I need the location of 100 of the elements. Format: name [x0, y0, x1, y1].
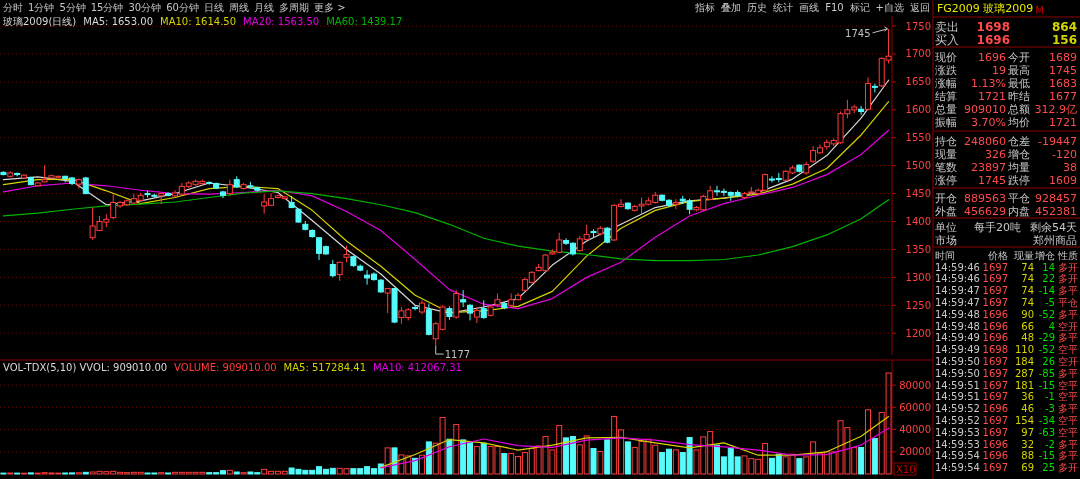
text: 14:59:47 [935, 285, 980, 297]
text: 14:59:52 [935, 414, 980, 426]
text: 1697 [982, 355, 1008, 367]
text: -52 [1038, 308, 1055, 320]
text: 1697 [982, 367, 1008, 379]
text: 多平 [1058, 285, 1078, 297]
text: -85 [1038, 367, 1055, 379]
text: -5 [1045, 296, 1055, 308]
text: 空平 [1058, 391, 1078, 403]
text: 时间 [935, 250, 955, 261]
text: 1609 [1049, 174, 1077, 187]
text: -15 [1038, 379, 1055, 391]
text: 60分钟 [166, 2, 199, 13]
text: 1697 [982, 391, 1008, 403]
candlestick [384, 287, 391, 314]
text: 1697 [982, 296, 1008, 308]
text: 1698 [976, 20, 1010, 34]
text: -34 [1038, 414, 1055, 426]
line-series [380, 415, 890, 468]
bar [604, 439, 611, 475]
text: 25 [1042, 462, 1055, 474]
bar [446, 438, 453, 475]
text: 90 [1021, 308, 1034, 320]
text: 14:59:49 [935, 344, 980, 356]
text: 空平 [1058, 414, 1078, 426]
text: 多平 [1058, 367, 1078, 379]
text: 14:59:49 [935, 332, 980, 344]
y-tick-label: 1200 [905, 327, 931, 339]
text: 现量 [935, 148, 957, 161]
text: 1696 [982, 450, 1008, 462]
text: 增仓 [1034, 250, 1055, 261]
text: 多周期 [278, 2, 309, 13]
chart-title: VOL-TDX(5,10) VVOL: 909010.00 [3, 362, 168, 373]
text: 864 [1051, 20, 1077, 34]
text: 22 [1042, 273, 1055, 285]
text: -3 [1045, 403, 1055, 415]
text: M [1035, 5, 1044, 16]
text: 空开 [1058, 355, 1078, 367]
y-tick-label: 20000 [899, 446, 931, 458]
bar [75, 472, 82, 475]
text: 14:59:47 [935, 296, 980, 308]
text: 74 [1021, 296, 1034, 308]
text: 振幅 [935, 116, 957, 129]
text: 248060 [964, 135, 1006, 148]
text: 1697 [982, 462, 1008, 474]
text: -2 [1045, 438, 1055, 450]
text: 画线 [799, 2, 820, 13]
text: 价格 [987, 250, 1008, 261]
text: -120 [1052, 148, 1077, 161]
text: 空平 [1058, 379, 1078, 391]
text: 多平 [1058, 450, 1078, 462]
text: 38 [1063, 161, 1077, 174]
y-tick-label: 1350 [905, 243, 931, 255]
text: 312.9亿 [1034, 103, 1077, 116]
text: 涨停 [935, 174, 957, 187]
y-tick-label: 1400 [905, 216, 931, 228]
text: 26 [1042, 355, 1055, 367]
text: 返回 [910, 2, 930, 13]
text: 标记 [848, 2, 870, 13]
y-tick-label: 1600 [905, 104, 931, 116]
text: 46 [1021, 403, 1034, 415]
y-tick-label: 1700 [905, 48, 931, 60]
text: 1696 [982, 403, 1008, 415]
text: 1697 [982, 285, 1008, 297]
text: -1 [1045, 391, 1055, 403]
text: 1745 [1049, 64, 1077, 77]
text: 郑州商品 [1033, 234, 1077, 247]
text: 增仓 [1007, 148, 1030, 161]
text: 多开 [1058, 261, 1078, 273]
text: 1721 [1049, 116, 1077, 129]
y-tick-label: 80000 [899, 379, 931, 391]
bar [226, 469, 233, 475]
text: 74 [1021, 261, 1034, 273]
text: 36 [1021, 391, 1034, 403]
text: 多平 [1058, 438, 1078, 450]
annotation: 1745 [845, 27, 871, 39]
text: 性质 [1057, 250, 1078, 261]
y-tick-label: 1450 [905, 188, 931, 200]
text: 卖出 [935, 20, 959, 34]
text: 最低 [1008, 77, 1030, 90]
text: 空平 [1058, 426, 1078, 438]
text: 1689 [1049, 51, 1077, 64]
text: 1698 [982, 344, 1008, 356]
text: 181 [1014, 379, 1034, 391]
text: 1683 [1049, 77, 1077, 90]
bar [480, 442, 487, 475]
text: 1.13% [971, 77, 1006, 90]
candlestick [412, 304, 419, 311]
text: 1697 [982, 414, 1008, 426]
text: 日线 [203, 2, 224, 13]
text: 30分钟 [128, 2, 162, 13]
text: 1696 [982, 332, 1008, 344]
text: 跌停 [1008, 174, 1030, 187]
text: 452381 [1035, 205, 1077, 218]
text: 历史 [747, 2, 768, 13]
text: 14:59:52 [935, 403, 980, 415]
text: X10 [896, 464, 916, 475]
text: 3.70% [971, 116, 1006, 129]
y-tick-label: 1500 [905, 160, 931, 172]
text: 均量 [1007, 161, 1030, 174]
